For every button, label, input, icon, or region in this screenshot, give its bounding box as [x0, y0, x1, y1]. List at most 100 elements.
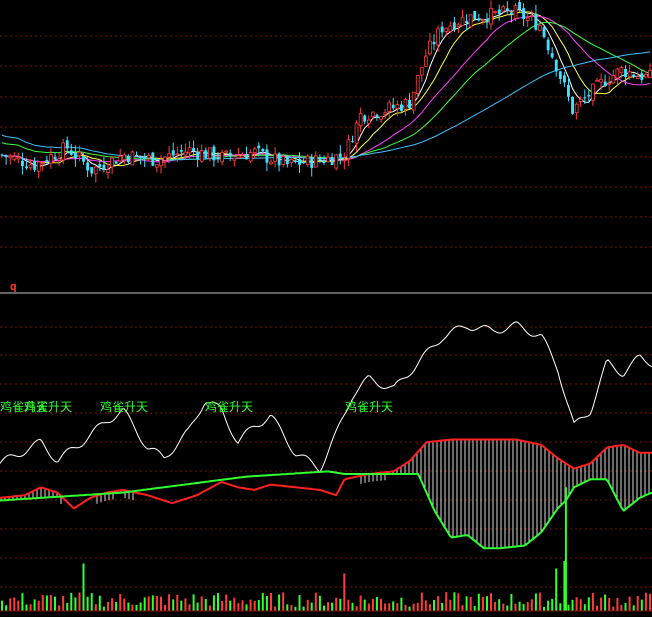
candlestick: [187, 141, 192, 160]
volume-bar: [172, 599, 175, 611]
volume-bar: [563, 561, 566, 611]
volume-bar: [107, 601, 109, 611]
candlestick: [216, 152, 220, 163]
volume-bar: [591, 592, 594, 611]
candle-body: [415, 75, 420, 94]
candlestick: [183, 143, 188, 160]
candlestick: [122, 152, 127, 164]
candlestick: [567, 77, 570, 102]
volume-bar: [363, 599, 366, 611]
annotation-label: 鸡雀升天: [0, 399, 48, 414]
candlestick: [444, 27, 449, 36]
candle-body: [313, 155, 318, 168]
candle-body: [538, 25, 542, 31]
volume-bar: [624, 603, 627, 611]
candle-body: [224, 150, 228, 153]
candlestick: [41, 162, 45, 172]
candlestick: [74, 145, 77, 167]
candle-body: [98, 164, 102, 167]
candlestick: [49, 148, 53, 169]
candlestick: [171, 142, 175, 160]
price-grid: [0, 35, 652, 248]
candle-body: [485, 19, 489, 23]
candle-body: [298, 158, 301, 165]
volume-bar: [343, 573, 346, 611]
candlestick: [285, 154, 289, 168]
volume-bar: [571, 599, 574, 611]
volume-bar: [604, 594, 607, 611]
candle-body: [522, 8, 526, 19]
candle-body: [525, 17, 530, 21]
candlestick: [571, 96, 574, 115]
candlestick: [25, 158, 28, 170]
candle-body: [370, 111, 375, 118]
volume-bar: [555, 568, 558, 611]
volume-bar: [74, 597, 77, 611]
volume-bar: [424, 600, 427, 611]
candlestick: [0, 153, 4, 158]
ma-line-ma60: [1, 51, 651, 161]
volume-bar: [94, 604, 97, 611]
annotation-label: 鸡雀升天: [24, 399, 72, 414]
candlestick: [456, 22, 461, 33]
candlestick: [423, 49, 428, 67]
candlestick: [196, 147, 200, 168]
candle-body: [273, 153, 277, 162]
candlestick: [448, 21, 453, 34]
candlestick: [118, 148, 123, 163]
candle-body: [294, 160, 297, 163]
candle-body: [489, 7, 493, 25]
candle-body: [65, 140, 69, 149]
candlestick: [199, 144, 204, 163]
candle-body: [363, 115, 367, 122]
volume-bar: [506, 605, 509, 611]
candle-body: [554, 59, 558, 72]
candle-body: [82, 155, 85, 162]
volume-bar: [127, 602, 130, 611]
volume-bar: [547, 600, 550, 611]
volume-bar: [62, 596, 65, 611]
volume-bar: [13, 597, 16, 611]
volume-bar: [204, 599, 207, 611]
candlestick: [615, 67, 620, 86]
volume-bar: [416, 602, 419, 611]
candle-body: [207, 147, 212, 159]
volume-bar: [331, 602, 334, 611]
candlestick: [154, 164, 159, 173]
indicator-line-indicator_white: [0, 321, 652, 473]
candle-body: [33, 161, 37, 170]
candlestick: [465, 14, 469, 31]
candlestick: [322, 155, 326, 165]
volume-bar: [314, 592, 317, 611]
candle-body: [49, 154, 53, 164]
candlestick: [351, 135, 354, 143]
volume-bar: [147, 596, 150, 611]
volume-bar: [433, 599, 435, 611]
candle-body: [419, 67, 424, 76]
volume-bar: [66, 602, 69, 611]
candle-body: [326, 156, 330, 163]
volume-bar: [428, 604, 431, 611]
candle-body: [232, 157, 237, 161]
volume-bar: [302, 606, 305, 611]
candlestick: [110, 156, 114, 175]
candle-body: [252, 148, 257, 153]
volume-bar: [420, 592, 423, 611]
candle-body: [354, 122, 359, 144]
candlestick: [595, 78, 599, 82]
candlestick: [587, 88, 591, 103]
volume-bar: [298, 595, 301, 611]
candle-body: [130, 151, 135, 166]
candlestick: [167, 145, 171, 163]
candle-body: [473, 11, 477, 20]
candle-body: [342, 159, 347, 162]
volume-bar: [257, 600, 260, 611]
volume-bar: [249, 599, 252, 611]
candle-body: [648, 70, 652, 78]
candle-body: [383, 112, 388, 115]
volume-bar: [640, 599, 643, 611]
candlestick: [358, 107, 363, 132]
candlestick: [481, 18, 485, 25]
candle-body: [627, 71, 632, 78]
